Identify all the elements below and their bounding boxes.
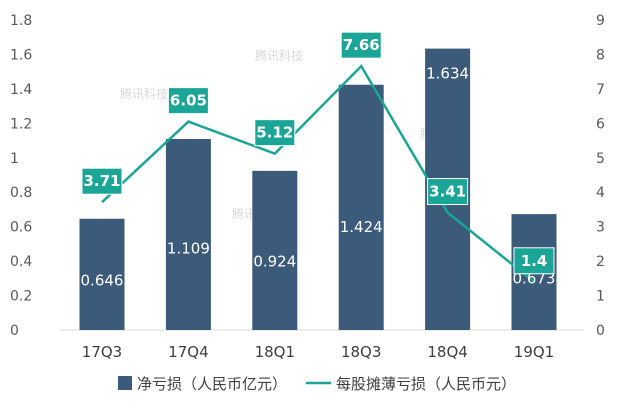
bar <box>252 170 298 330</box>
line-data-label: 3.71 <box>83 172 120 190</box>
line-label-box <box>427 178 469 206</box>
right-tick-label: 0 <box>596 323 605 339</box>
right-tick-label: 7 <box>596 82 605 98</box>
right-tick-label: 5 <box>596 151 605 167</box>
line-labels: 3.71 6.05 5.12 7.66 3.41 1.4 <box>81 31 555 275</box>
right-tick-label: 8 <box>596 47 605 63</box>
bar-data-label: 1.634 <box>426 65 469 83</box>
category-label: 17Q3 <box>82 343 122 361</box>
line-label-box <box>513 247 555 275</box>
right-tick-label: 9 <box>596 13 605 29</box>
left-tick-label: 0 <box>10 323 19 339</box>
right-tick-label: 2 <box>596 254 605 270</box>
line-path <box>101 64 535 283</box>
bar <box>338 84 384 330</box>
legend: 净亏损（人民币亿元） 每股摊薄亏损（人民币元） <box>118 375 516 393</box>
category-label: 17Q4 <box>168 343 208 361</box>
bar <box>165 139 211 330</box>
category-label: 18Q4 <box>427 343 467 361</box>
line-label-box <box>340 31 382 59</box>
line-label-box <box>254 119 296 147</box>
left-tick-label: 0.2 <box>10 289 32 305</box>
legend-line-label: 每股摊薄亏损（人民币元） <box>336 375 516 393</box>
bar-data-label: 0.646 <box>81 271 124 289</box>
line-label-box <box>81 167 123 195</box>
left-tick-label: 1.8 <box>10 13 32 29</box>
bar <box>79 218 125 330</box>
left-tick-label: 1.2 <box>10 116 32 132</box>
line-data-label: 6.05 <box>170 92 207 110</box>
legend-bar-label: 净亏损（人民币亿元） <box>137 375 287 393</box>
bar-data-label: 1.109 <box>167 240 210 258</box>
left-tick-label: 1 <box>10 151 19 167</box>
watermark-text: 腾讯科技 <box>120 86 168 101</box>
watermark-text: 腾讯科技 <box>255 48 303 63</box>
bars <box>79 48 557 330</box>
right-axis: 0 1 2 3 4 5 6 7 8 9 <box>596 13 605 339</box>
line-data-label: 7.66 <box>343 36 380 54</box>
bar-data-label: 0.924 <box>253 252 296 270</box>
left-tick-label: 1.4 <box>10 82 32 98</box>
category-label: 19Q1 <box>514 343 554 361</box>
line-data-label: 1.4 <box>521 252 548 270</box>
line-series <box>101 64 535 283</box>
bar-data-label: 1.424 <box>340 218 383 236</box>
category-labels: 17Q3 17Q4 18Q1 18Q3 18Q4 19Q1 <box>82 343 554 361</box>
legend-bar-swatch <box>118 376 132 390</box>
left-tick-label: 0.6 <box>10 220 32 236</box>
left-tick-label: 1.6 <box>10 47 32 63</box>
left-tick-label: 0.8 <box>10 185 32 201</box>
right-tick-label: 3 <box>596 220 605 236</box>
line-data-label: 5.12 <box>256 124 293 142</box>
right-tick-label: 4 <box>596 185 605 201</box>
line-label-box <box>167 87 209 115</box>
right-tick-label: 1 <box>596 289 605 305</box>
line-data-label: 3.41 <box>429 183 466 201</box>
left-tick-label: 0.4 <box>10 254 32 270</box>
left-axis: 0 0.2 0.4 0.6 0.8 1 1.2 1.4 1.6 1.8 <box>10 13 584 339</box>
right-tick-label: 6 <box>596 116 605 132</box>
category-label: 18Q1 <box>255 343 295 361</box>
category-label: 18Q3 <box>341 343 381 361</box>
